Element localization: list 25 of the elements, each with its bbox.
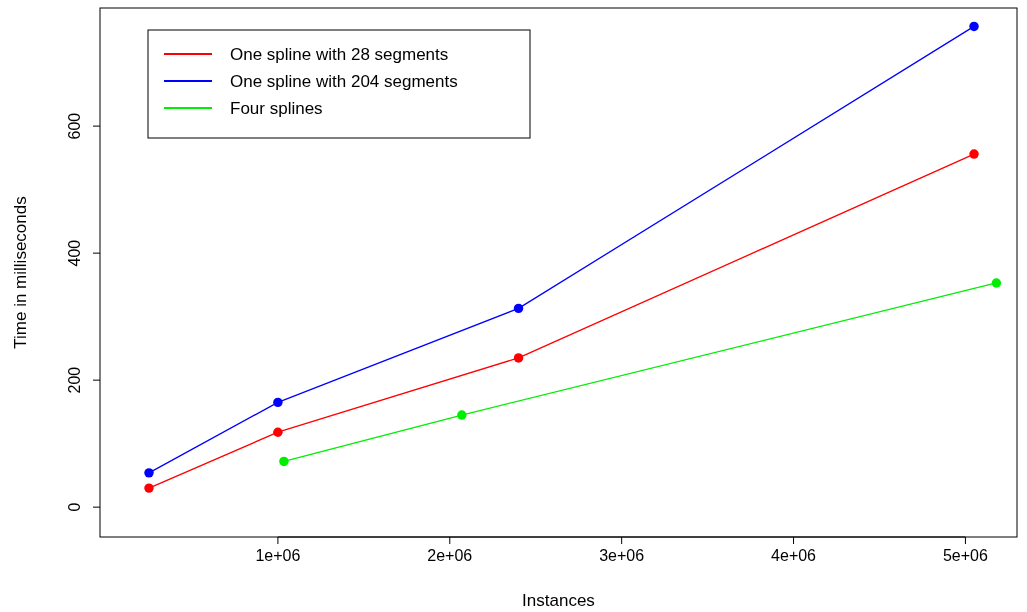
point: [144, 483, 154, 493]
x-tick-label: 5e+06: [942, 547, 989, 564]
y-tick-label: 600: [66, 112, 83, 140]
legend-label: Four splines: [230, 99, 323, 118]
point: [279, 456, 289, 467]
y-tick-label: 0: [66, 502, 83, 512]
point: [273, 427, 283, 437]
x-axis-title: Instances: [522, 591, 595, 610]
point: [513, 353, 524, 363]
point: [513, 303, 524, 314]
point: [144, 468, 154, 478]
point: [273, 397, 283, 408]
x-tick-label: 4e+06: [771, 547, 817, 564]
x-tick-label: 1e+06: [255, 547, 301, 564]
y-tick-label: 200: [66, 366, 83, 394]
legend-label: One spline with 204 segments: [230, 72, 458, 91]
point: [991, 278, 1002, 288]
point: [969, 21, 979, 32]
y-axis-title: Time in milliseconds: [11, 196, 30, 349]
y-tick-label: 400: [66, 239, 83, 267]
point: [457, 410, 467, 420]
x-tick-label: 3e+06: [599, 547, 645, 564]
point: [969, 149, 979, 159]
x-tick-label: 2e+06: [427, 547, 473, 564]
legend-label: One spline with 28 segments: [230, 45, 449, 64]
